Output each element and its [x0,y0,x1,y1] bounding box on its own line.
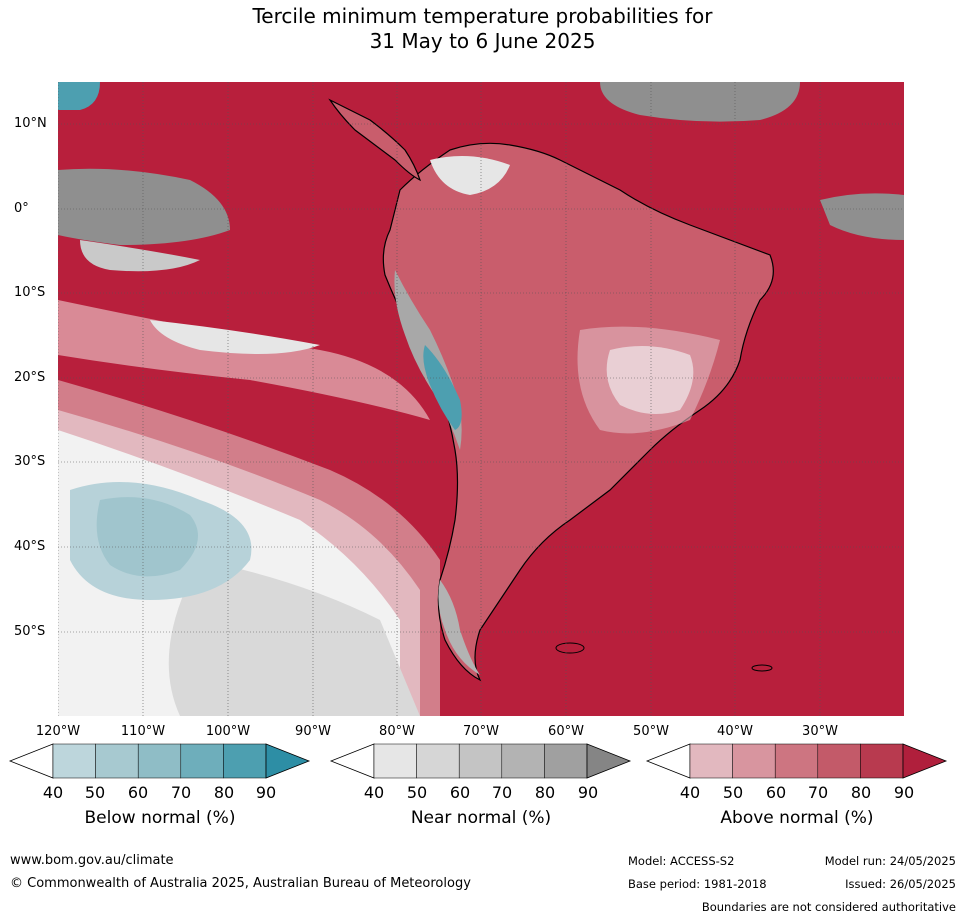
lon-label-120w: 120°W [35,724,81,739]
cbar-near-tick-40: 40 [363,783,385,802]
lon-label-100w: 100°W [205,724,251,739]
map-title: Tercile minimum temperature probabilitie… [0,4,965,54]
patagonia-grey [438,580,480,675]
lon-label-80w: 80°W [379,724,415,739]
colorbar-below-bin-3 [137,743,182,779]
colorbar-below-high-extend [265,743,311,779]
probability-map [58,82,904,716]
lat-label-0: 0° [14,201,29,216]
cbar-below-tick-90: 90 [255,783,277,802]
footer-model: Model: ACCESS-S2 [628,854,735,868]
cbar-near-title: Near normal (%) [410,808,552,828]
footer-model-run: Model run: 24/05/2025 [824,854,956,868]
cbar-above-tick-60: 60 [765,783,787,802]
near-normal-equatorial-light [80,240,200,272]
colorbar-below [8,743,311,779]
colorbar-near-bin-4 [501,743,545,779]
colorbar-near-low-extend [329,743,375,779]
cbar-near-tick-70: 70 [491,783,513,802]
lat-label-40s: 40°S [14,539,46,554]
colorbars [8,743,948,779]
title-line-1: Tercile minimum temperature probabilitie… [252,4,713,28]
colorbar-above-bin-2 [732,743,776,779]
lon-label-50w: 50°W [633,724,669,739]
cbar-below-tick-80: 80 [213,783,235,802]
lat-label-30s: 30°S [14,454,46,469]
cbar-below-tick-40: 40 [42,783,64,802]
central-america-land [328,98,422,182]
below-normal-northwest [58,82,100,110]
colorbar-above-low-extend [645,743,691,779]
lat-label-10n: 10°N [14,116,47,131]
cbar-above-tick-40: 40 [679,783,701,802]
colorbar-near-bin-2 [416,743,460,779]
below-normal-south-core [96,497,198,577]
lon-label-40w: 40°W [717,724,753,739]
colorbar-below-bin-2 [95,743,139,779]
footer-website: www.bom.gov.au/climate [10,853,174,868]
near-normal-equatorial [58,168,230,245]
near-normal-east [820,193,904,240]
south-georgia [751,664,773,672]
cbar-above-tick-90: 90 [893,783,915,802]
cbar-below-tick-50: 50 [84,783,106,802]
falkland-islands [555,642,585,654]
cbar-near-tick-80: 80 [534,783,556,802]
colorbar-below-bin-1 [52,743,96,779]
cbar-above-tick-70: 70 [807,783,829,802]
footer-copyright: © Commonwealth of Australia 2025, Austra… [10,876,471,891]
cbar-above-title: Above normal (%) [720,808,874,828]
colorbar-below-bin-5 [223,743,267,779]
lon-label-90w: 90°W [295,724,331,739]
colorbar-near-high-extend [586,743,632,779]
footer-disclaimer: Boundaries are not considered authoritat… [701,900,956,914]
lon-label-70w: 70°W [463,724,499,739]
colorbar-near-bin-3 [458,743,503,779]
colorbar-above-bin-1 [689,743,733,779]
cbar-above-tick-50: 50 [722,783,744,802]
colorbar-below-bin-4 [180,743,224,779]
title-line-2: 31 May to 6 June 2025 [369,29,596,53]
colorbar-above-bin-5 [860,743,904,779]
lon-label-60w: 60°W [548,724,584,739]
brazil-pink-area [577,326,720,434]
cbar-above-tick-80: 80 [850,783,872,802]
cbar-near-tick-90: 90 [577,783,599,802]
colorbar-above-bin-4 [817,743,861,779]
tropical-light-band [150,320,320,354]
colorbar-near [329,743,632,779]
cbar-below-tick-60: 60 [127,783,149,802]
colorbar-near-bin-5 [544,743,588,779]
lat-label-50s: 50°S [14,624,46,639]
colorbar-near-bin-1 [373,743,417,779]
colorbar-below-low-extend [8,743,54,779]
gridlines [58,82,904,716]
cbar-below-tick-70: 70 [170,783,192,802]
cbar-near-tick-50: 50 [406,783,428,802]
footer-issued: Issued: 26/05/2025 [845,877,956,891]
tropical-pale-band [58,300,430,420]
colorbar-above-bin-3 [774,743,819,779]
lat-label-10s: 10°S [14,285,46,300]
colorbar-above [645,743,948,779]
near-normal-south [168,560,420,716]
lat-label-20s: 20°S [14,370,46,385]
altiplano-teal [423,345,462,430]
map-layers [58,82,904,716]
lon-label-30w: 30°W [802,724,838,739]
near-normal-northeast [600,82,800,122]
footer-base-period: Base period: 1981-2018 [628,877,767,891]
lon-label-110w: 110°W [120,724,166,739]
colorbar-above-high-extend [902,743,948,779]
colombia-light-area [430,156,510,195]
cbar-below-title: Below normal (%) [84,808,236,828]
cbar-near-tick-60: 60 [449,783,471,802]
